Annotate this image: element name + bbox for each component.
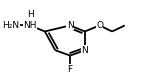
Text: H: H (27, 10, 33, 19)
Text: F: F (67, 65, 73, 74)
Text: NH: NH (23, 21, 37, 30)
Text: N: N (67, 21, 74, 30)
Text: N: N (81, 46, 88, 55)
Text: O: O (96, 21, 103, 30)
Text: H₂N: H₂N (3, 21, 20, 30)
